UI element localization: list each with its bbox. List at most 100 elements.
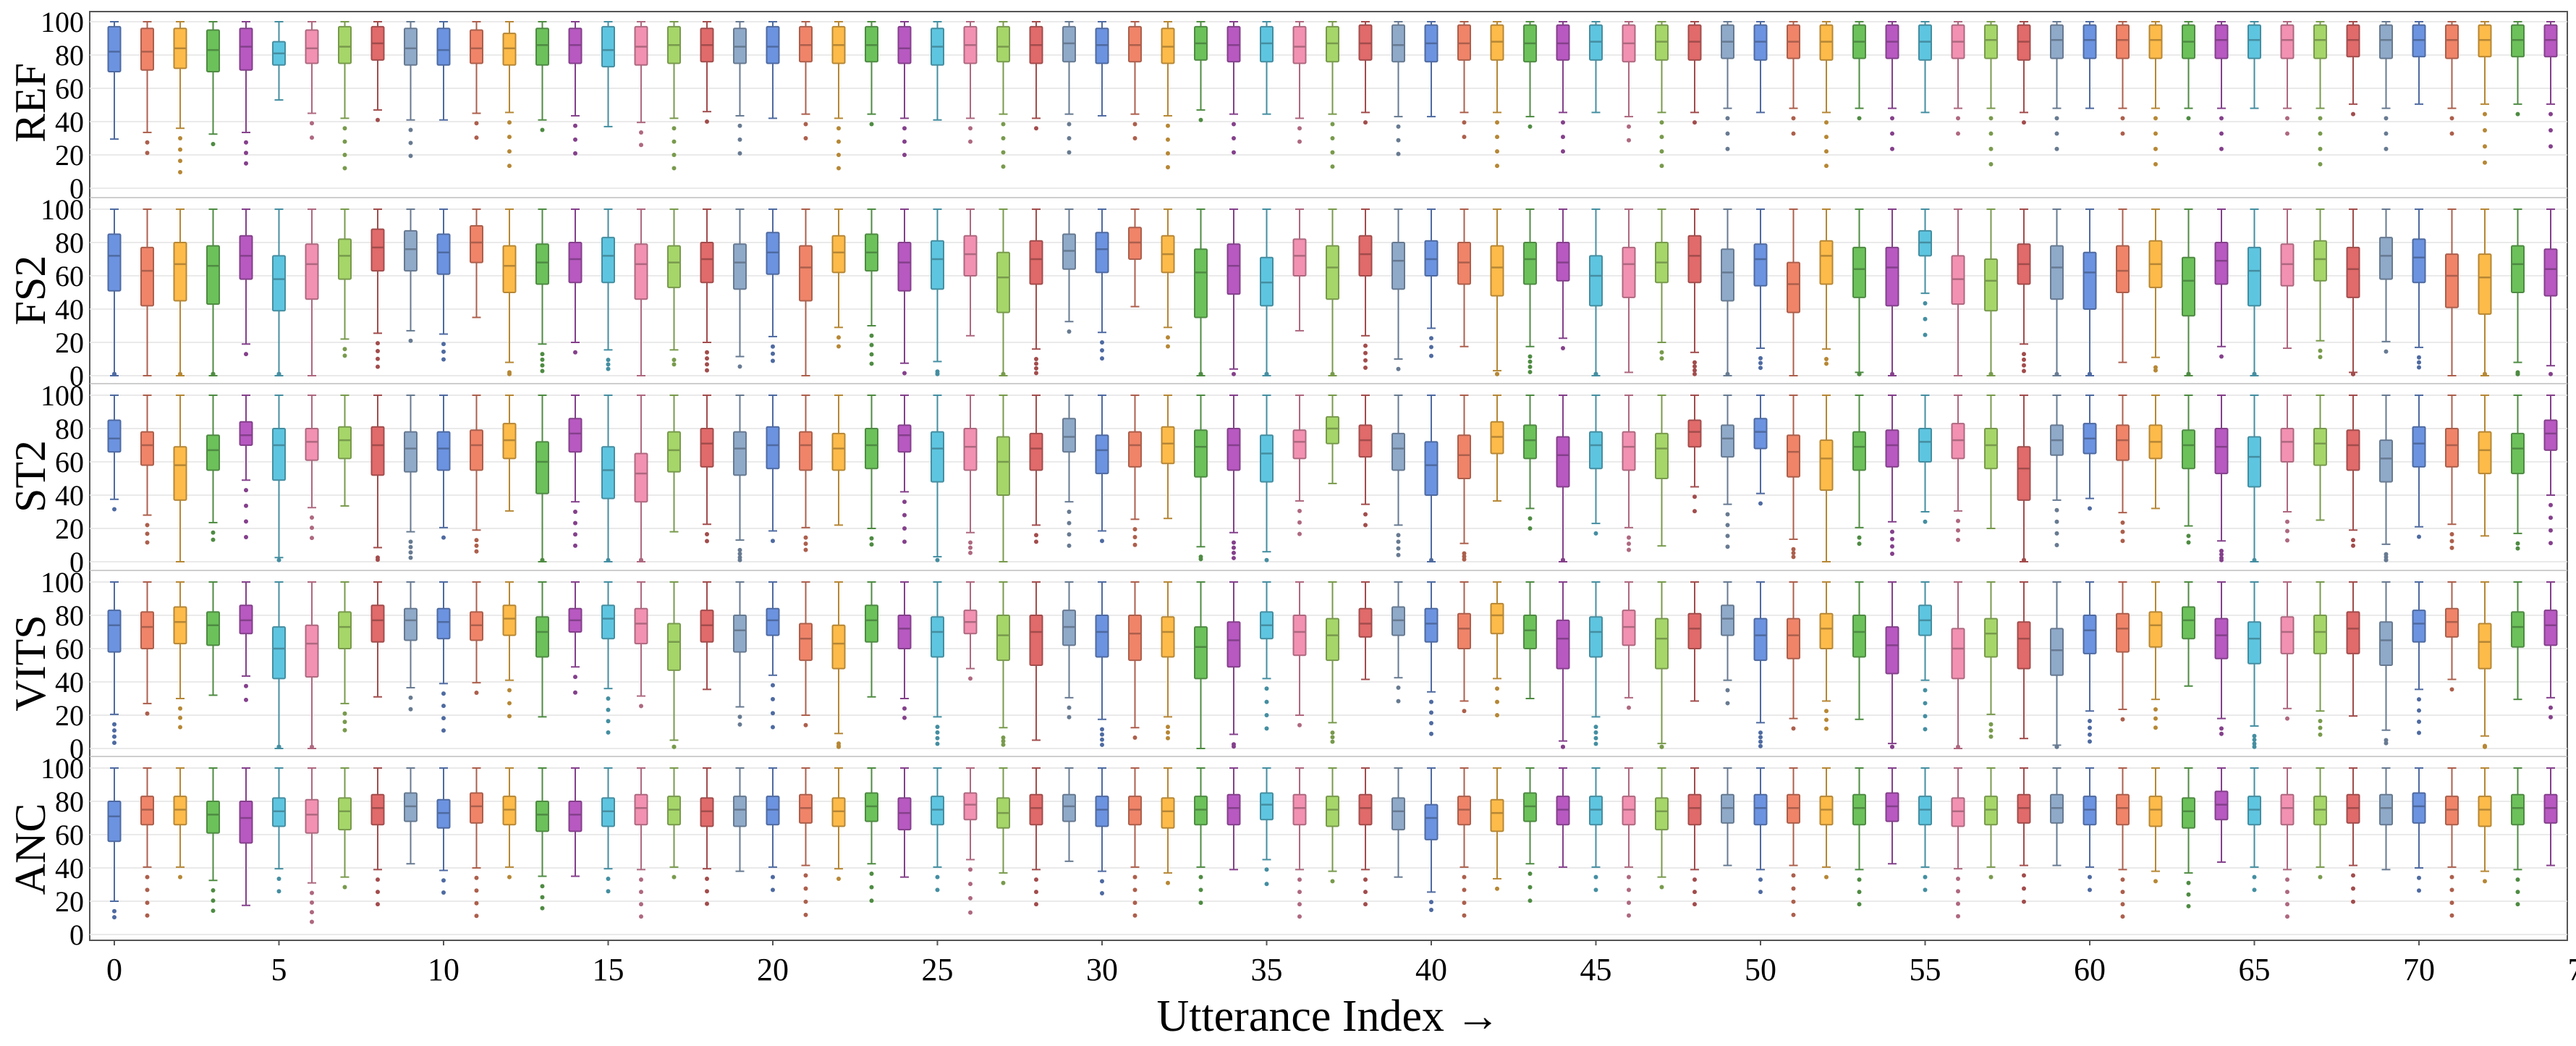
outlier-point — [2516, 372, 2520, 376]
outlier-point — [409, 545, 413, 549]
box-body — [141, 28, 153, 69]
box-st2-2 — [174, 395, 187, 562]
box-body — [1985, 259, 1997, 311]
outlier-point — [2417, 360, 2421, 365]
box-anc-6 — [306, 768, 318, 924]
box-body — [1392, 798, 1404, 830]
box-anc-57 — [1985, 768, 1997, 880]
outlier-point — [2055, 116, 2059, 120]
outlier-point — [1133, 875, 1137, 880]
outlier-point — [606, 558, 611, 562]
outlier-point — [1331, 730, 1335, 735]
outlier-point — [2450, 901, 2454, 905]
box-fs2-29 — [1063, 209, 1075, 334]
outlier-point — [2417, 709, 2421, 713]
box-st2-35 — [1261, 395, 1273, 562]
outlier-point — [1297, 126, 1302, 130]
outlier-point — [1792, 873, 1796, 877]
outlier-point — [441, 350, 446, 354]
box-anc-12 — [504, 768, 516, 880]
outlier-point — [541, 128, 545, 132]
outlier-point — [672, 745, 677, 749]
box-body — [470, 430, 483, 470]
box-st2-54 — [1886, 395, 1899, 556]
outlier-point — [804, 900, 808, 904]
box-body — [2248, 25, 2261, 59]
outlier-point — [2417, 697, 2421, 701]
box-st2-52 — [1821, 395, 1833, 562]
box-body — [174, 607, 187, 644]
outlier-point — [968, 126, 973, 130]
outlier-point — [1495, 372, 1499, 376]
outlier-point — [409, 140, 413, 145]
box-body — [240, 28, 253, 69]
box-body — [701, 429, 713, 467]
box-body — [2446, 429, 2458, 467]
outlier-point — [2483, 745, 2487, 749]
box-vits-43 — [1524, 582, 1536, 699]
box-fs2-66 — [2281, 209, 2294, 348]
outlier-point — [2285, 890, 2289, 894]
box-anc-11 — [470, 768, 483, 918]
outlier-point — [1462, 557, 1467, 562]
outlier-point — [112, 915, 116, 919]
outlier-point — [1594, 887, 1598, 892]
box-anc-26 — [965, 768, 977, 915]
box-body — [306, 625, 318, 677]
outlier-point — [244, 698, 248, 702]
box-body — [569, 242, 582, 282]
outlier-point — [376, 349, 380, 353]
box-ref-40 — [1425, 22, 1438, 117]
outlier-point — [902, 499, 907, 504]
y-tick-label: 60 — [55, 72, 84, 105]
outlier-point — [541, 352, 545, 356]
box-vits-24 — [899, 582, 911, 720]
box-anc-72 — [2479, 768, 2491, 883]
outlier-point — [1034, 371, 1038, 375]
outlier-point — [1232, 372, 1236, 376]
box-anc-3 — [207, 768, 219, 913]
outlier-point — [1528, 872, 1533, 876]
box-ref-56 — [1952, 22, 1965, 136]
outlier-point — [1923, 333, 1928, 337]
outlier-point — [507, 149, 512, 153]
box-ref-64 — [2216, 22, 2228, 151]
box-body — [1392, 242, 1404, 289]
y-tick-label: 60 — [55, 819, 84, 851]
y-tick-label: 40 — [55, 479, 84, 512]
box-fs2-50 — [1755, 209, 1767, 370]
outlier-point — [2055, 531, 2059, 536]
outlier-point — [2187, 533, 2191, 538]
outlier-point — [178, 707, 182, 711]
outlier-point — [1199, 887, 1203, 892]
outlier-point — [1166, 730, 1170, 735]
box-body — [965, 793, 977, 820]
box-vits-34 — [1228, 582, 1240, 748]
outlier-point — [2022, 363, 2026, 368]
outlier-point — [738, 138, 742, 142]
outlier-point — [1792, 913, 1796, 917]
box-fs2-14 — [569, 209, 582, 355]
outlier-point — [738, 151, 742, 156]
box-anc-62 — [2150, 768, 2162, 883]
outlier-point — [2055, 372, 2059, 376]
box-vits-72 — [2479, 582, 2491, 749]
box-vits-30 — [1096, 582, 1109, 747]
outlier-point — [1857, 902, 1862, 906]
outlier-point — [639, 558, 643, 562]
outlier-point — [1561, 120, 1565, 125]
outlier-point — [441, 342, 446, 346]
outlier-point — [1067, 136, 1072, 140]
outlier-point — [2516, 890, 2520, 894]
outlier-point — [244, 161, 248, 166]
outlier-point — [1561, 346, 1565, 350]
outlier-point — [2088, 875, 2092, 880]
outlier-point — [1824, 164, 1829, 168]
outlier-point — [2450, 532, 2454, 536]
box-st2-34 — [1228, 395, 1240, 560]
outlier-point — [1627, 875, 1631, 880]
outlier-point — [1363, 877, 1368, 882]
